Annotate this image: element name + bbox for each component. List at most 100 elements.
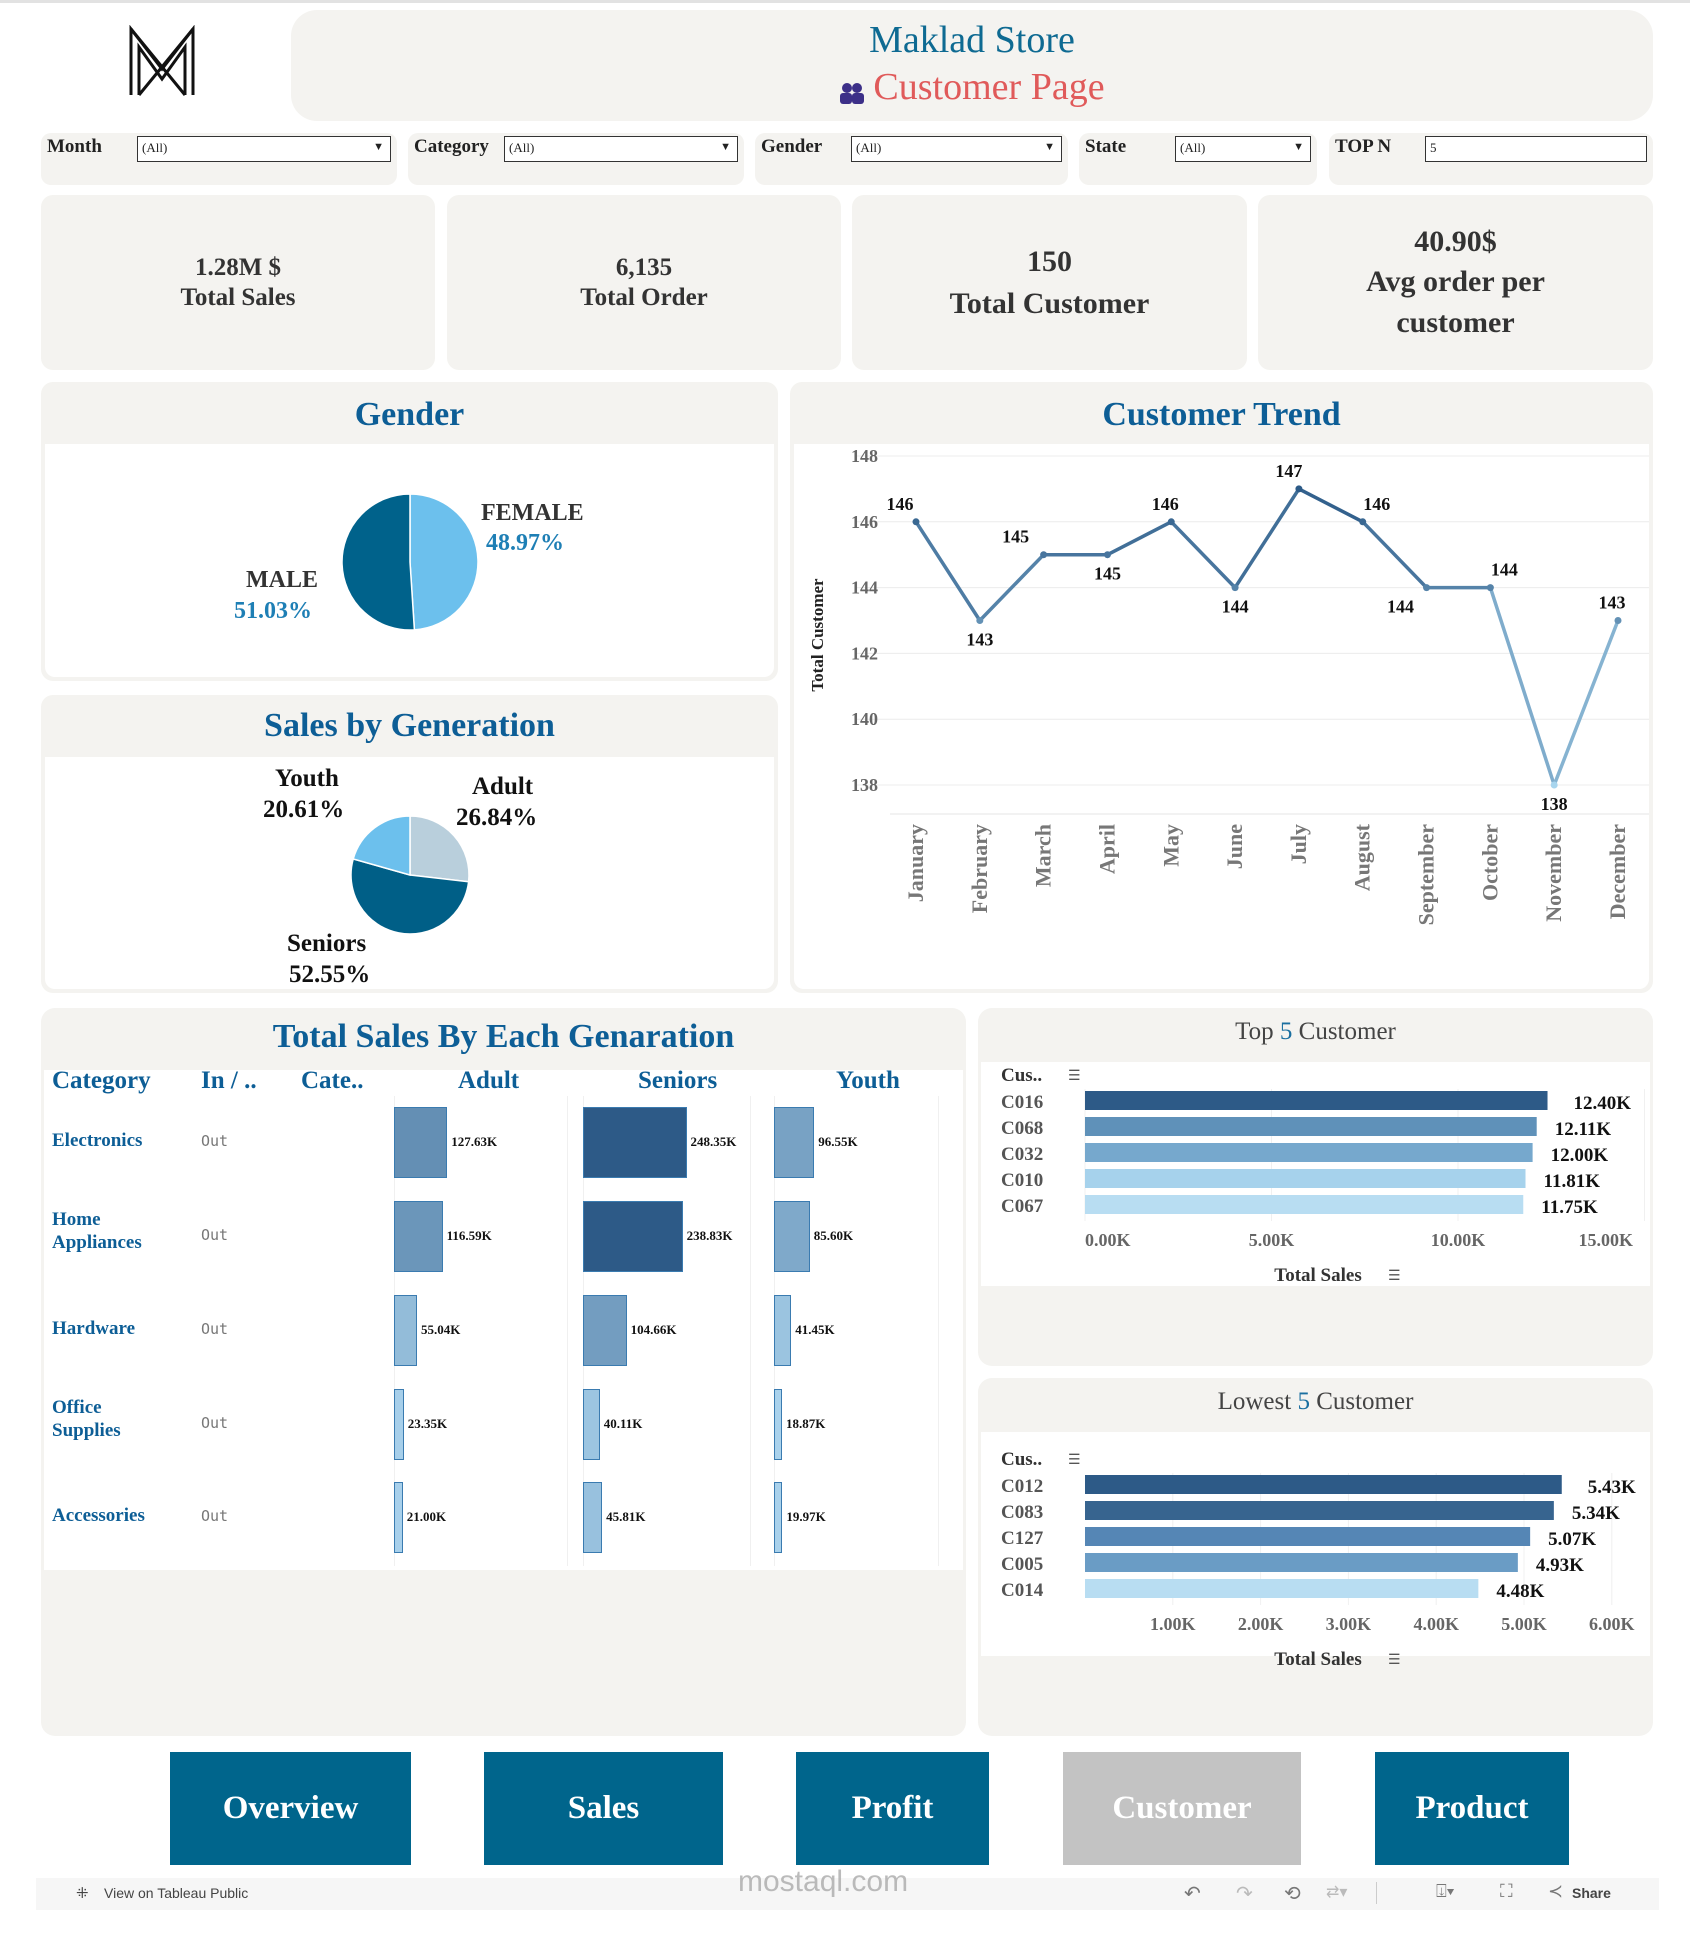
panel-title: Gender [354,396,465,433]
line-segment [1360,520,1429,590]
x-tick-label: 5.00K [1249,1230,1295,1250]
nav-product-button[interactable]: Product [1375,1752,1569,1865]
category-dropdown[interactable]: (All) ▼ [504,136,738,162]
generation-bar[interactable] [774,1295,792,1366]
pie-slice-female[interactable] [409,493,479,631]
nav-customer-button[interactable]: Customer [1063,1752,1301,1865]
adult-percent: 26.84% [456,804,538,831]
fullscreen-icon[interactable]: ⛶ [1500,1881,1513,1901]
customer-bar[interactable] [1085,1091,1548,1110]
data-point[interactable] [1103,551,1111,559]
line-segment [1105,520,1174,557]
generation-bar[interactable] [394,1295,417,1366]
data-point[interactable] [1040,551,1048,559]
header-panel: Maklad Store Customer Page [291,10,1653,121]
customer-bar[interactable] [1085,1501,1554,1520]
generation-bar[interactable] [394,1201,443,1272]
customer-bar[interactable] [1085,1195,1524,1214]
kpi-avg-order: 40.90$ Avg order per customer [1258,195,1653,370]
generation-bar[interactable] [583,1201,683,1272]
share-button[interactable]: Share [1572,1885,1611,1901]
data-point[interactable] [1423,584,1431,592]
download-icon[interactable]: ⍗▾ [1436,1881,1455,1901]
pie-slice-male[interactable] [341,493,416,631]
customer-bar[interactable] [1085,1143,1533,1162]
bar-value-label: 11.75K [1541,1197,1598,1218]
bar-value-label: 5.34K [1572,1503,1620,1524]
undo-icon[interactable]: ↶ [1184,1883,1201,1905]
generation-bar[interactable] [774,1201,810,1272]
generation-bar[interactable] [583,1482,603,1553]
data-point[interactable] [1167,518,1175,526]
customer-bar[interactable] [1085,1475,1562,1494]
generation-bar[interactable] [774,1389,782,1460]
line-segment [1169,520,1237,590]
share-icon[interactable]: ≺ [1548,1881,1564,1901]
sort-icon[interactable]: ☰ [1388,1653,1401,1668]
store-title: Maklad Store [869,19,1075,61]
data-point[interactable] [1550,781,1558,789]
pie-slice-seniors[interactable] [350,858,470,935]
sort-icon[interactable]: ☰ [1388,1269,1401,1284]
month-dropdown[interactable]: (All) ▼ [137,136,391,162]
customer-bar[interactable] [1085,1579,1479,1598]
column-header-cate[interactable]: Cate.. [301,1067,364,1094]
top-n-input[interactable]: 5 [1425,136,1647,162]
bar-value-label: 104.66K [630,1322,677,1337]
data-point[interactable] [1231,584,1239,592]
nav-sales-button[interactable]: Sales [484,1752,723,1865]
view-on-tableau-link[interactable]: View on Tableau Public [104,1885,249,1901]
y-tick-label: 140 [851,709,878,729]
category-label: Hardware [52,1318,136,1339]
nav-overview-button[interactable]: Overview [170,1752,411,1865]
generation-bar[interactable] [774,1107,815,1178]
customer-bar[interactable] [1085,1169,1526,1188]
customer-bar[interactable] [1085,1527,1531,1546]
generation-bar[interactable] [774,1482,783,1553]
generation-bar[interactable] [583,1389,600,1460]
state-dropdown[interactable]: (All) ▼ [1175,136,1311,162]
youth-percent: 20.61% [263,796,345,823]
gender-dropdown[interactable]: (All) ▼ [851,136,1062,162]
data-point[interactable] [976,617,984,624]
customer-label: C010 [1001,1170,1043,1191]
generation-bar[interactable] [583,1107,687,1178]
redo-icon[interactable]: ↷ [1236,1883,1253,1905]
customer-bar[interactable] [1085,1553,1518,1572]
customer-bar[interactable] [1085,1117,1537,1136]
nav-profit-button[interactable]: Profit [796,1752,989,1865]
data-point[interactable] [1486,584,1494,592]
column-header-youth[interactable]: Youth [836,1067,900,1094]
column-header-seniors[interactable]: Seniors [638,1067,718,1094]
pie-slice-youth[interactable] [352,815,411,876]
generation-bar[interactable] [394,1389,404,1460]
filter-category: Category (All) ▼ [408,133,744,185]
refresh-icon[interactable]: ⇄▾ [1326,1884,1348,1901]
column-header-in-out[interactable]: In / .. [201,1067,257,1094]
generation-bar[interactable] [394,1107,448,1178]
column-header-category[interactable]: Category [52,1067,151,1094]
generation-bar[interactable] [583,1295,627,1366]
revert-icon[interactable]: ⟲ [1284,1883,1301,1905]
top-border [0,0,1690,3]
generation-bar[interactable] [394,1482,403,1553]
data-point[interactable] [1295,485,1303,493]
divider [1376,1882,1377,1904]
panel-title: Top 5 Customer [1235,1018,1396,1045]
data-label: 144 [1491,560,1518,580]
pie-slice-adult[interactable] [409,815,470,883]
generation-panel: Sales by Generation Youth 20.61% Adult 2… [41,695,778,993]
top-n-value: 5 [1297,1388,1310,1415]
sort-icon[interactable]: ☰ [1068,1453,1081,1468]
bar-value-label: 55.04K [420,1322,461,1337]
line-segment [1488,585,1556,787]
dropdown-value: (All) [856,140,882,155]
dropdown-arrow-icon: ▼ [1293,141,1304,153]
data-point[interactable] [912,518,920,526]
data-label: 143 [966,630,993,650]
data-point[interactable] [1614,617,1622,624]
data-point[interactable] [1359,518,1367,526]
sort-icon[interactable]: ☰ [1068,1069,1081,1084]
column-header-adult[interactable]: Adult [458,1067,520,1094]
kpi-value: 1.28M $ [194,253,282,281]
